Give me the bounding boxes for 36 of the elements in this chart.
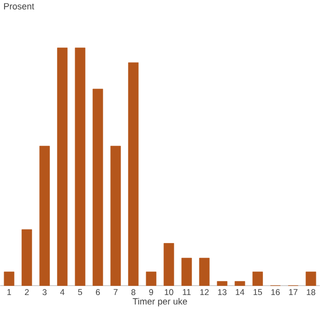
x-tick-label: 14 xyxy=(236,289,244,296)
bar xyxy=(92,88,104,286)
bar xyxy=(128,62,139,286)
bar xyxy=(164,243,174,286)
bar xyxy=(216,281,228,286)
x-tick-label: 13 xyxy=(218,289,226,296)
x-tick-label: 17 xyxy=(289,289,298,296)
bar xyxy=(181,258,192,286)
x-tick-label: 1 xyxy=(7,289,12,296)
x-tick-label: 6 xyxy=(96,289,100,296)
bar xyxy=(306,272,316,286)
x-tick-label: 5 xyxy=(78,289,82,296)
x-tick-label: 18 xyxy=(306,289,316,296)
bar xyxy=(74,48,86,286)
x-tick-label: 3 xyxy=(42,289,47,296)
bar xyxy=(234,281,246,286)
x-tick-label: 9 xyxy=(149,289,154,296)
bar xyxy=(252,272,263,286)
x-tick-label: 8 xyxy=(131,289,136,296)
x-tick-label: 10 xyxy=(164,289,174,296)
y-axis-title: Prosent xyxy=(4,3,34,10)
bar xyxy=(39,146,50,286)
bar xyxy=(146,272,156,286)
bar xyxy=(22,230,32,286)
bar xyxy=(110,146,121,286)
x-tick-label: 11 xyxy=(182,289,191,296)
bar xyxy=(199,258,210,286)
x-tick-label: 2 xyxy=(24,289,29,296)
bar xyxy=(57,48,68,286)
bar xyxy=(4,272,14,286)
x-tick-label: 12 xyxy=(200,289,209,296)
x-tick-label: 4 xyxy=(60,289,64,296)
x-tick-label: 7 xyxy=(114,289,118,296)
x-tick-label: 16 xyxy=(271,289,280,296)
x-axis-title: Timer per uke xyxy=(132,298,188,307)
x-tick-label: 15 xyxy=(254,289,262,296)
